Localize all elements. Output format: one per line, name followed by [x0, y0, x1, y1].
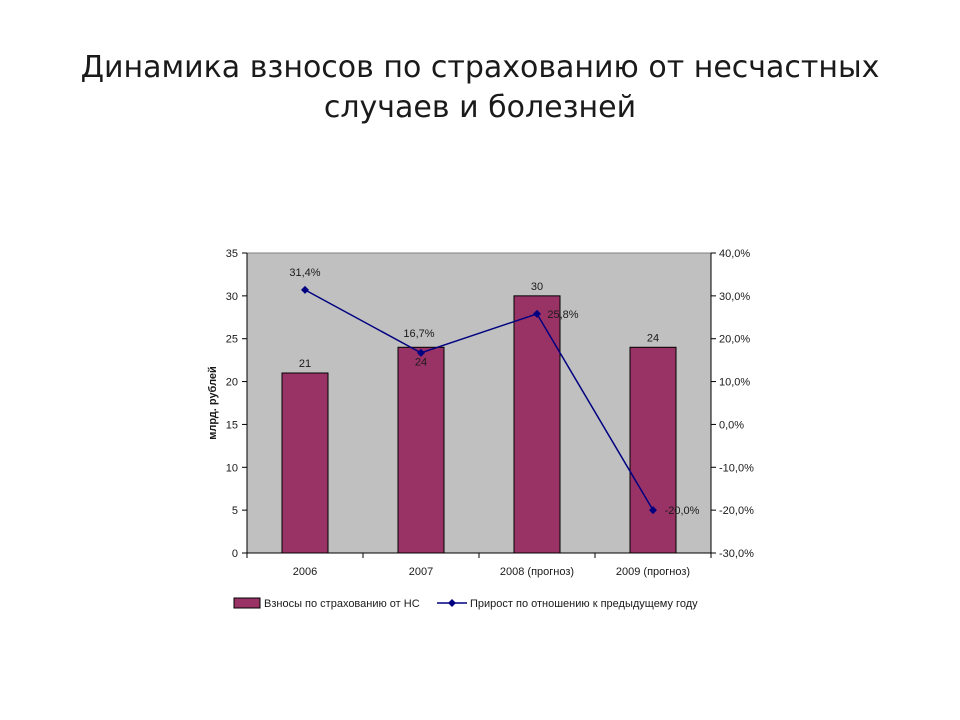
- line-point: [533, 309, 541, 318]
- y-tick-label-right: -10,0%: [719, 462, 754, 474]
- slide-title-line-2: случаев и болезней: [323, 90, 637, 125]
- growth-line: [304, 289, 654, 511]
- y-tick-label-left: 0: [232, 548, 238, 560]
- x-tick-label: 2009 (прогноз): [616, 566, 690, 578]
- y-tick-label-right: 30,0%: [719, 291, 750, 303]
- y-tick-label-left: 30: [226, 291, 238, 303]
- bar: [281, 372, 329, 554]
- bar-data-label: 30: [531, 281, 543, 293]
- line-data-label: -20,0%: [665, 505, 700, 517]
- x-tick-label: 2006: [293, 566, 317, 578]
- line-data-label: 25,8%: [547, 309, 578, 321]
- bar-data-label: 24: [415, 356, 427, 368]
- bar: [629, 346, 677, 554]
- legend-label-line: Прирост по отношению к предыдущему году: [470, 598, 698, 610]
- y-tick-label-right: -30,0%: [719, 548, 754, 560]
- bar-data-label: 21: [299, 358, 311, 370]
- y-tick-label-left: 10: [226, 462, 238, 474]
- line-point: [649, 506, 657, 515]
- y-tick-label-right: 10,0%: [719, 377, 750, 389]
- y-tick-label-left: 20: [226, 377, 238, 389]
- line-data-label: 16,7%: [403, 328, 434, 340]
- line-point: [417, 348, 425, 357]
- x-tick-label: 2008 (прогноз): [500, 566, 574, 578]
- slide-title-line-1: Динамика взносов по страхованию от несча…: [80, 50, 880, 85]
- y-tick-label-left: 15: [226, 419, 238, 431]
- line-data-label: 31,4%: [289, 267, 320, 279]
- line-point: [301, 285, 309, 294]
- y-tick-label-right: -20,0%: [719, 505, 754, 517]
- legend-label-bars: Взносы по страхованию от НС: [264, 598, 420, 610]
- bar: [513, 295, 561, 554]
- y-tick-label-left: 25: [226, 334, 238, 346]
- y-tick-label-left: 35: [226, 248, 238, 260]
- y-axis-title: млрд. рублей: [207, 366, 219, 440]
- legend-swatch-bars: [233, 597, 261, 609]
- slide-title: Динамика взносов по страхованию от несча…: [40, 48, 920, 128]
- y-tick-label-left: 5: [232, 505, 238, 517]
- y-tick-label-right: 40,0%: [719, 248, 750, 260]
- x-tick-label: 2007: [409, 566, 433, 578]
- y-tick-label-right: 20,0%: [719, 334, 750, 346]
- legend-marker-line: [448, 599, 456, 607]
- bar: [397, 346, 445, 554]
- y-tick-label-right: 0,0%: [719, 419, 744, 431]
- bar-data-label: 24: [647, 332, 659, 344]
